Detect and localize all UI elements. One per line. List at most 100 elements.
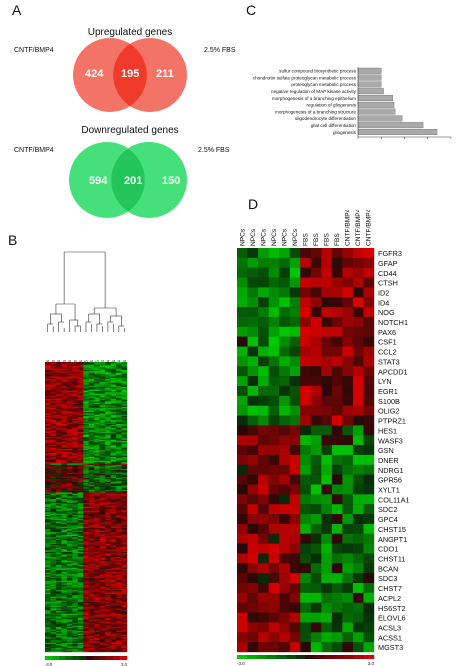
heatmap-b-cell — [50, 566, 57, 568]
heatmap-b-cell — [116, 466, 122, 468]
heatmap-b-cell — [110, 524, 117, 526]
heatmap-b-cell — [61, 369, 68, 372]
heatmap-b-cell — [88, 553, 95, 555]
heatmap-b-cell — [77, 645, 84, 647]
heatmap-b-cell — [55, 541, 62, 543]
heatmap-b-cell — [121, 499, 128, 501]
heatmap-b-cell — [110, 620, 117, 622]
heatmap-b-cell — [77, 567, 84, 570]
heatmap-b-cell — [116, 362, 122, 364]
heatmap-b-cell — [72, 650, 78, 653]
heatmap-b-cell — [45, 591, 51, 593]
heatmap-d-cell — [352, 385, 364, 397]
heatmap-b-cell — [50, 509, 57, 512]
heatmap-b-cell — [105, 594, 111, 596]
heatmap-b-cell — [72, 572, 78, 575]
heatmap-b-cell — [83, 439, 89, 442]
heatmap-b-cell — [105, 572, 111, 575]
heatmap-b-cell — [77, 365, 84, 368]
heatmap-b-cell — [116, 368, 122, 371]
heatmap-b-cell — [110, 566, 117, 568]
heatmap-b-cell — [45, 509, 51, 512]
heatmap-b-cell — [105, 626, 111, 629]
heatmap-b-cell — [72, 398, 78, 401]
heatmap-b-cell — [61, 633, 68, 636]
heatmap-d-cell — [247, 612, 259, 623]
heatmap-b-cell — [50, 483, 57, 485]
heatmap-b-cell — [121, 516, 128, 518]
heatmap-b-cell — [116, 537, 122, 539]
venn-up-overlap-count: 195 — [121, 68, 140, 80]
heatmap-b-cell — [50, 425, 57, 427]
heatmap-d-cell — [289, 573, 301, 584]
heatmap-b-cell — [66, 507, 73, 509]
heatmap-b-cell — [45, 401, 51, 404]
heatmap-b-cell — [45, 543, 51, 546]
heatmap-b-cell — [116, 475, 122, 477]
heatmap-b-cell — [45, 463, 51, 466]
heatmap-b-cell — [77, 435, 84, 438]
heatmap-b-cell — [45, 541, 51, 543]
heatmap-b-cell — [72, 363, 78, 365]
heatmap-d-cell — [331, 583, 343, 594]
heatmap-b-cell — [77, 554, 84, 556]
heatmap-b-cell — [116, 571, 122, 574]
heatmap-d-row-label: CHST7 — [378, 584, 402, 593]
heatmap-d-cell — [363, 435, 375, 446]
heatmap-b-cell — [45, 628, 51, 630]
heatmap-d-cell — [289, 307, 301, 318]
heatmap-b-cell — [72, 481, 78, 484]
heatmap-b-cell — [88, 496, 95, 498]
heatmap-b-cell — [55, 650, 62, 653]
heatmap-b-cell — [110, 449, 117, 451]
heatmap-b-cell — [83, 434, 89, 437]
heatmap-b-cell — [88, 443, 95, 446]
heatmap-b-cell — [105, 507, 111, 509]
heatmap-b-cell — [88, 509, 95, 512]
heatmap-b-cell — [99, 398, 106, 401]
heatmap-d-cell — [258, 474, 269, 485]
heatmap-b-cell — [50, 401, 57, 404]
heatmap-b-cell — [94, 423, 100, 426]
heatmap-b-cell — [94, 604, 100, 607]
heatmap-b-cell — [99, 637, 106, 640]
heatmap-d-cell — [331, 297, 343, 308]
heatmap-b-cell — [110, 445, 117, 447]
heatmap-b-cell — [77, 650, 84, 653]
heatmap-b-cell — [105, 431, 111, 434]
heatmap-b-cell — [94, 454, 100, 456]
heatmap-b-cell — [116, 590, 122, 592]
heatmap-b-cell — [110, 638, 117, 641]
heatmap-b-cell — [116, 621, 122, 624]
heatmap-d-cell — [331, 385, 343, 397]
heatmap-b-cell — [45, 413, 51, 415]
heatmap-d-cell — [352, 484, 364, 495]
heatmap-d-cell — [300, 248, 311, 259]
heatmap-b-cell — [61, 518, 68, 521]
heatmap-d-cell — [237, 494, 248, 505]
heatmap-b-cell — [66, 539, 73, 542]
heatmap-b-cell — [121, 539, 128, 542]
heatmap-d-cell — [342, 425, 354, 436]
heatmap-b-cell — [72, 447, 78, 450]
heatmap-b-cell — [77, 605, 84, 608]
heatmap-d-cell — [279, 287, 290, 298]
heatmap-b-cell — [105, 413, 111, 415]
heatmap-b-cell — [66, 500, 73, 502]
heatmap-b-cell — [72, 576, 78, 579]
heatmap-b-cell — [55, 555, 62, 558]
heatmap-b-cell — [99, 454, 106, 456]
heatmap-b-cell — [83, 591, 89, 593]
heatmap-b-cell — [121, 536, 128, 538]
heatmap-d-cell — [363, 612, 375, 623]
heatmap-b-cell — [72, 445, 78, 447]
heatmap-b-cell — [50, 471, 57, 473]
heatmap-b-cell — [116, 433, 122, 435]
heatmap-d-cell — [258, 504, 269, 515]
heatmap-b-cell — [94, 521, 100, 524]
heatmap-b-cell — [72, 611, 78, 613]
heatmap-b-cell — [55, 528, 62, 530]
heatmap-b-cell — [105, 476, 111, 479]
heatmap-b-cell — [72, 385, 78, 388]
heatmap-b-cell — [99, 529, 106, 531]
